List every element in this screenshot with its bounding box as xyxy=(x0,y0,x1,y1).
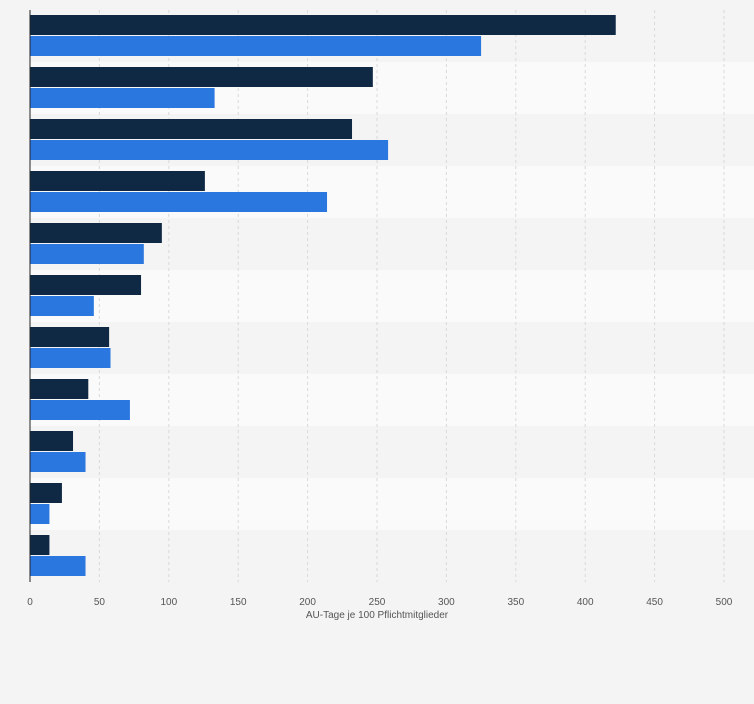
row-band xyxy=(30,270,754,322)
bar-series-0 xyxy=(30,67,373,87)
bar-series-1 xyxy=(30,192,328,212)
x-tick-label: 0 xyxy=(27,597,33,608)
bar-series-1 xyxy=(30,88,215,108)
bar-series-0 xyxy=(30,483,62,503)
bars xyxy=(30,15,616,576)
bar-series-0 xyxy=(30,223,162,243)
x-tick-label: 50 xyxy=(94,597,106,608)
x-tick-label: 300 xyxy=(438,597,455,608)
bar-series-1 xyxy=(30,296,94,316)
bar-series-0 xyxy=(30,379,89,399)
x-tick-labels: 0 50 100 150 200 250 300 350 400 450 500 xyxy=(27,597,733,608)
x-tick-label: 400 xyxy=(577,597,594,608)
x-tick-label: 500 xyxy=(716,597,733,608)
bar-series-0 xyxy=(30,119,353,139)
x-tick-label: 450 xyxy=(646,597,663,608)
bar-series-0 xyxy=(30,15,616,35)
bar-series-0 xyxy=(30,431,74,451)
x-tick-label: 200 xyxy=(299,597,316,608)
bar-series-1 xyxy=(30,140,389,160)
bar-series-0 xyxy=(30,171,205,191)
x-axis-title: AU-Tage je 100 Pflichtmitglieder xyxy=(306,610,449,621)
bar-series-0 xyxy=(30,327,110,347)
row-band xyxy=(30,374,754,426)
bar-series-1 xyxy=(30,36,482,56)
x-tick-label: 250 xyxy=(369,597,386,608)
bar-series-1 xyxy=(30,400,130,420)
bar-series-1 xyxy=(30,348,111,368)
bar-series-1 xyxy=(30,504,50,524)
bar-series-1 xyxy=(30,244,144,264)
grid-lines xyxy=(98,10,725,582)
row-band xyxy=(30,478,754,530)
bar-series-1 xyxy=(30,556,86,576)
x-tick-label: 100 xyxy=(160,597,177,608)
bar-series-0 xyxy=(30,535,50,555)
x-tick-label: 150 xyxy=(230,597,247,608)
x-tick-label: 350 xyxy=(507,597,524,608)
bar-series-0 xyxy=(30,275,142,295)
bar-series-1 xyxy=(30,452,86,472)
